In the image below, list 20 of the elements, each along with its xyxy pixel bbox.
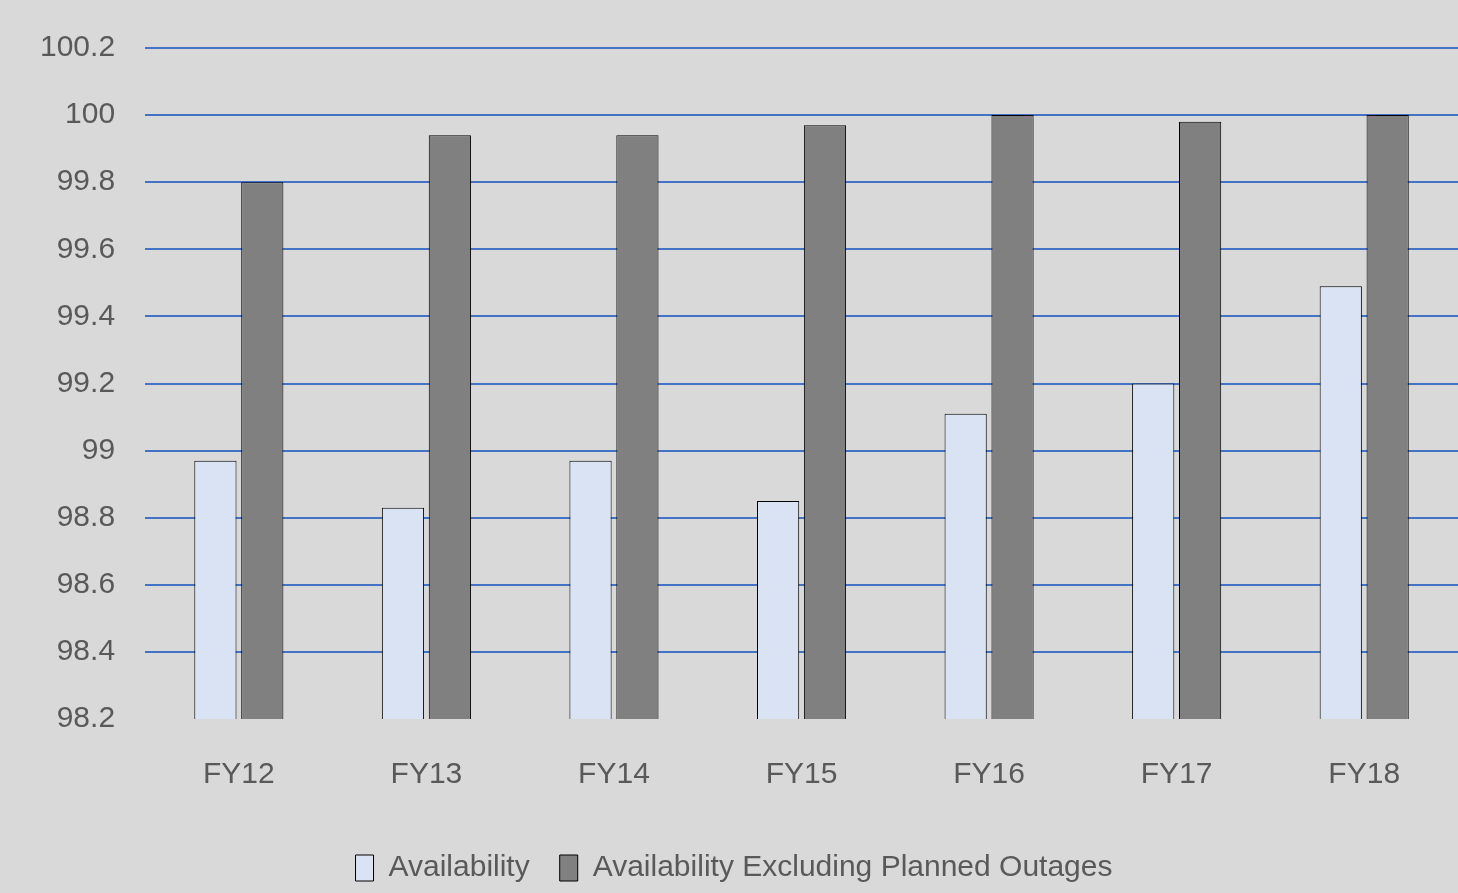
y-tick-label: 98.2 <box>56 700 116 734</box>
y-tick-label: 100.2 <box>40 29 116 63</box>
y-tick-label: 99.6 <box>56 230 116 264</box>
y-tick-label: 99.2 <box>56 364 116 398</box>
legend-label: Availability Excluding Planned Outages <box>592 849 1113 883</box>
legend-label: Availability <box>388 849 530 883</box>
x-tick-label: FY17 <box>1140 756 1213 790</box>
x-tick-label: FY15 <box>765 756 838 790</box>
y-tick-label: 99.4 <box>56 297 116 331</box>
y-tick-label: 99.8 <box>56 163 116 197</box>
y-tick-label: 99 <box>81 431 116 465</box>
y-tick-label: 98.4 <box>56 633 116 667</box>
y-tick-label: 98.8 <box>56 498 116 532</box>
x-tick-label: FY12 <box>202 756 275 790</box>
x-tick-label: FY13 <box>390 756 463 790</box>
x-tick-label: FY16 <box>953 756 1025 790</box>
x-tick-label: FY14 <box>578 756 650 790</box>
y-tick-label: 98.6 <box>56 566 116 600</box>
y-tick-label: 100 <box>65 96 116 130</box>
x-tick-label: FY18 <box>1328 756 1401 790</box>
